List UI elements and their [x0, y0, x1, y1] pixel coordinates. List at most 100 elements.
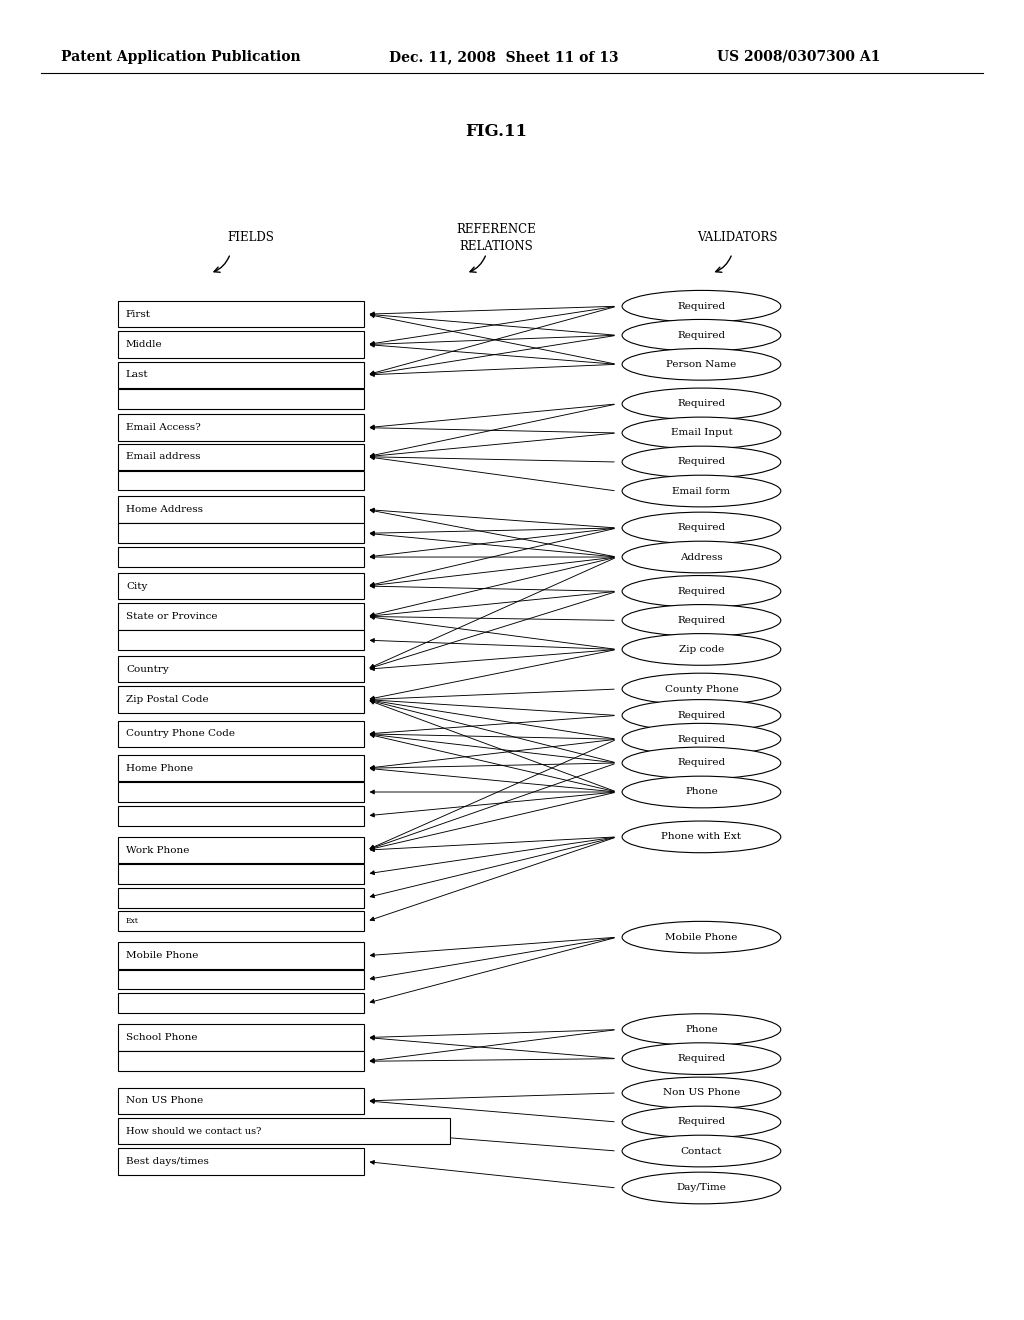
- Ellipse shape: [623, 512, 781, 544]
- FancyBboxPatch shape: [118, 546, 364, 568]
- Text: Email Input: Email Input: [671, 429, 732, 437]
- Text: Day/Time: Day/Time: [677, 1184, 726, 1192]
- FancyBboxPatch shape: [118, 755, 364, 781]
- FancyBboxPatch shape: [118, 470, 364, 490]
- Text: REFERENCE
RELATIONS: REFERENCE RELATIONS: [457, 223, 537, 252]
- Ellipse shape: [623, 290, 781, 322]
- FancyBboxPatch shape: [118, 444, 364, 470]
- FancyBboxPatch shape: [118, 686, 364, 713]
- Text: Phone: Phone: [685, 788, 718, 796]
- Text: Required: Required: [678, 735, 725, 743]
- Ellipse shape: [623, 605, 781, 636]
- FancyBboxPatch shape: [118, 1118, 450, 1144]
- Text: Required: Required: [678, 302, 725, 310]
- Ellipse shape: [623, 673, 781, 705]
- Text: Person Name: Person Name: [667, 360, 736, 368]
- Ellipse shape: [623, 921, 781, 953]
- Text: Required: Required: [678, 400, 725, 408]
- FancyBboxPatch shape: [118, 721, 364, 747]
- Text: Email address: Email address: [126, 453, 201, 461]
- FancyBboxPatch shape: [118, 523, 364, 544]
- Text: Ext: Ext: [126, 917, 139, 925]
- FancyBboxPatch shape: [118, 603, 364, 630]
- Ellipse shape: [623, 1014, 781, 1045]
- Text: Phone with Ext: Phone with Ext: [662, 833, 741, 841]
- Text: FIELDS: FIELDS: [227, 231, 274, 244]
- FancyBboxPatch shape: [118, 573, 364, 599]
- Text: Work Phone: Work Phone: [126, 846, 189, 854]
- Text: Email Access?: Email Access?: [126, 424, 201, 432]
- FancyBboxPatch shape: [118, 630, 364, 649]
- Text: Country Phone Code: Country Phone Code: [126, 730, 234, 738]
- Text: Middle: Middle: [126, 341, 163, 348]
- FancyBboxPatch shape: [118, 362, 364, 388]
- FancyBboxPatch shape: [118, 414, 364, 441]
- Text: Required: Required: [678, 524, 725, 532]
- FancyBboxPatch shape: [118, 805, 364, 826]
- Ellipse shape: [623, 541, 781, 573]
- Text: Non US Phone: Non US Phone: [126, 1097, 203, 1105]
- Ellipse shape: [623, 319, 781, 351]
- FancyBboxPatch shape: [118, 656, 364, 682]
- Text: Country: Country: [126, 665, 169, 673]
- Text: Email form: Email form: [673, 487, 730, 495]
- Text: Home Phone: Home Phone: [126, 764, 194, 772]
- Text: Phone: Phone: [685, 1026, 718, 1034]
- Text: Required: Required: [678, 711, 725, 719]
- FancyBboxPatch shape: [118, 837, 364, 863]
- Ellipse shape: [623, 1077, 781, 1109]
- Text: First: First: [126, 310, 151, 318]
- Ellipse shape: [623, 417, 781, 449]
- Ellipse shape: [623, 388, 781, 420]
- Ellipse shape: [623, 723, 781, 755]
- Ellipse shape: [623, 576, 781, 607]
- Text: Required: Required: [678, 587, 725, 595]
- Text: Contact: Contact: [681, 1147, 722, 1155]
- Text: Address: Address: [680, 553, 723, 561]
- FancyBboxPatch shape: [118, 1024, 364, 1051]
- FancyBboxPatch shape: [118, 911, 364, 932]
- FancyBboxPatch shape: [118, 993, 364, 1014]
- FancyBboxPatch shape: [118, 388, 364, 409]
- FancyBboxPatch shape: [118, 969, 364, 990]
- FancyBboxPatch shape: [118, 887, 364, 908]
- Ellipse shape: [623, 1043, 781, 1074]
- Ellipse shape: [623, 1172, 781, 1204]
- FancyBboxPatch shape: [118, 863, 364, 884]
- Text: Zip code: Zip code: [679, 645, 724, 653]
- FancyBboxPatch shape: [118, 301, 364, 327]
- FancyBboxPatch shape: [118, 1088, 364, 1114]
- Text: City: City: [126, 582, 147, 590]
- FancyBboxPatch shape: [118, 1148, 364, 1175]
- Text: Patent Application Publication: Patent Application Publication: [61, 50, 301, 63]
- Ellipse shape: [623, 821, 781, 853]
- Text: Non US Phone: Non US Phone: [663, 1089, 740, 1097]
- Ellipse shape: [623, 1135, 781, 1167]
- Text: Dec. 11, 2008  Sheet 11 of 13: Dec. 11, 2008 Sheet 11 of 13: [389, 50, 618, 63]
- FancyBboxPatch shape: [118, 781, 364, 801]
- Text: Mobile Phone: Mobile Phone: [126, 952, 199, 960]
- Text: US 2008/0307300 A1: US 2008/0307300 A1: [717, 50, 881, 63]
- FancyBboxPatch shape: [118, 331, 364, 358]
- Text: How should we contact us?: How should we contact us?: [126, 1127, 261, 1135]
- Text: Home Address: Home Address: [126, 506, 203, 513]
- Ellipse shape: [623, 348, 781, 380]
- Text: Required: Required: [678, 458, 725, 466]
- Ellipse shape: [623, 776, 781, 808]
- Ellipse shape: [623, 700, 781, 731]
- Ellipse shape: [623, 747, 781, 779]
- Ellipse shape: [623, 634, 781, 665]
- Text: Required: Required: [678, 331, 725, 339]
- Text: County Phone: County Phone: [665, 685, 738, 693]
- FancyBboxPatch shape: [118, 942, 364, 969]
- Text: Required: Required: [678, 1118, 725, 1126]
- Text: State or Province: State or Province: [126, 612, 217, 620]
- Text: Required: Required: [678, 759, 725, 767]
- Text: Required: Required: [678, 616, 725, 624]
- Ellipse shape: [623, 475, 781, 507]
- Text: Best days/times: Best days/times: [126, 1158, 209, 1166]
- Text: Required: Required: [678, 1055, 725, 1063]
- Text: Mobile Phone: Mobile Phone: [666, 933, 737, 941]
- Text: Last: Last: [126, 371, 148, 379]
- Text: School Phone: School Phone: [126, 1034, 198, 1041]
